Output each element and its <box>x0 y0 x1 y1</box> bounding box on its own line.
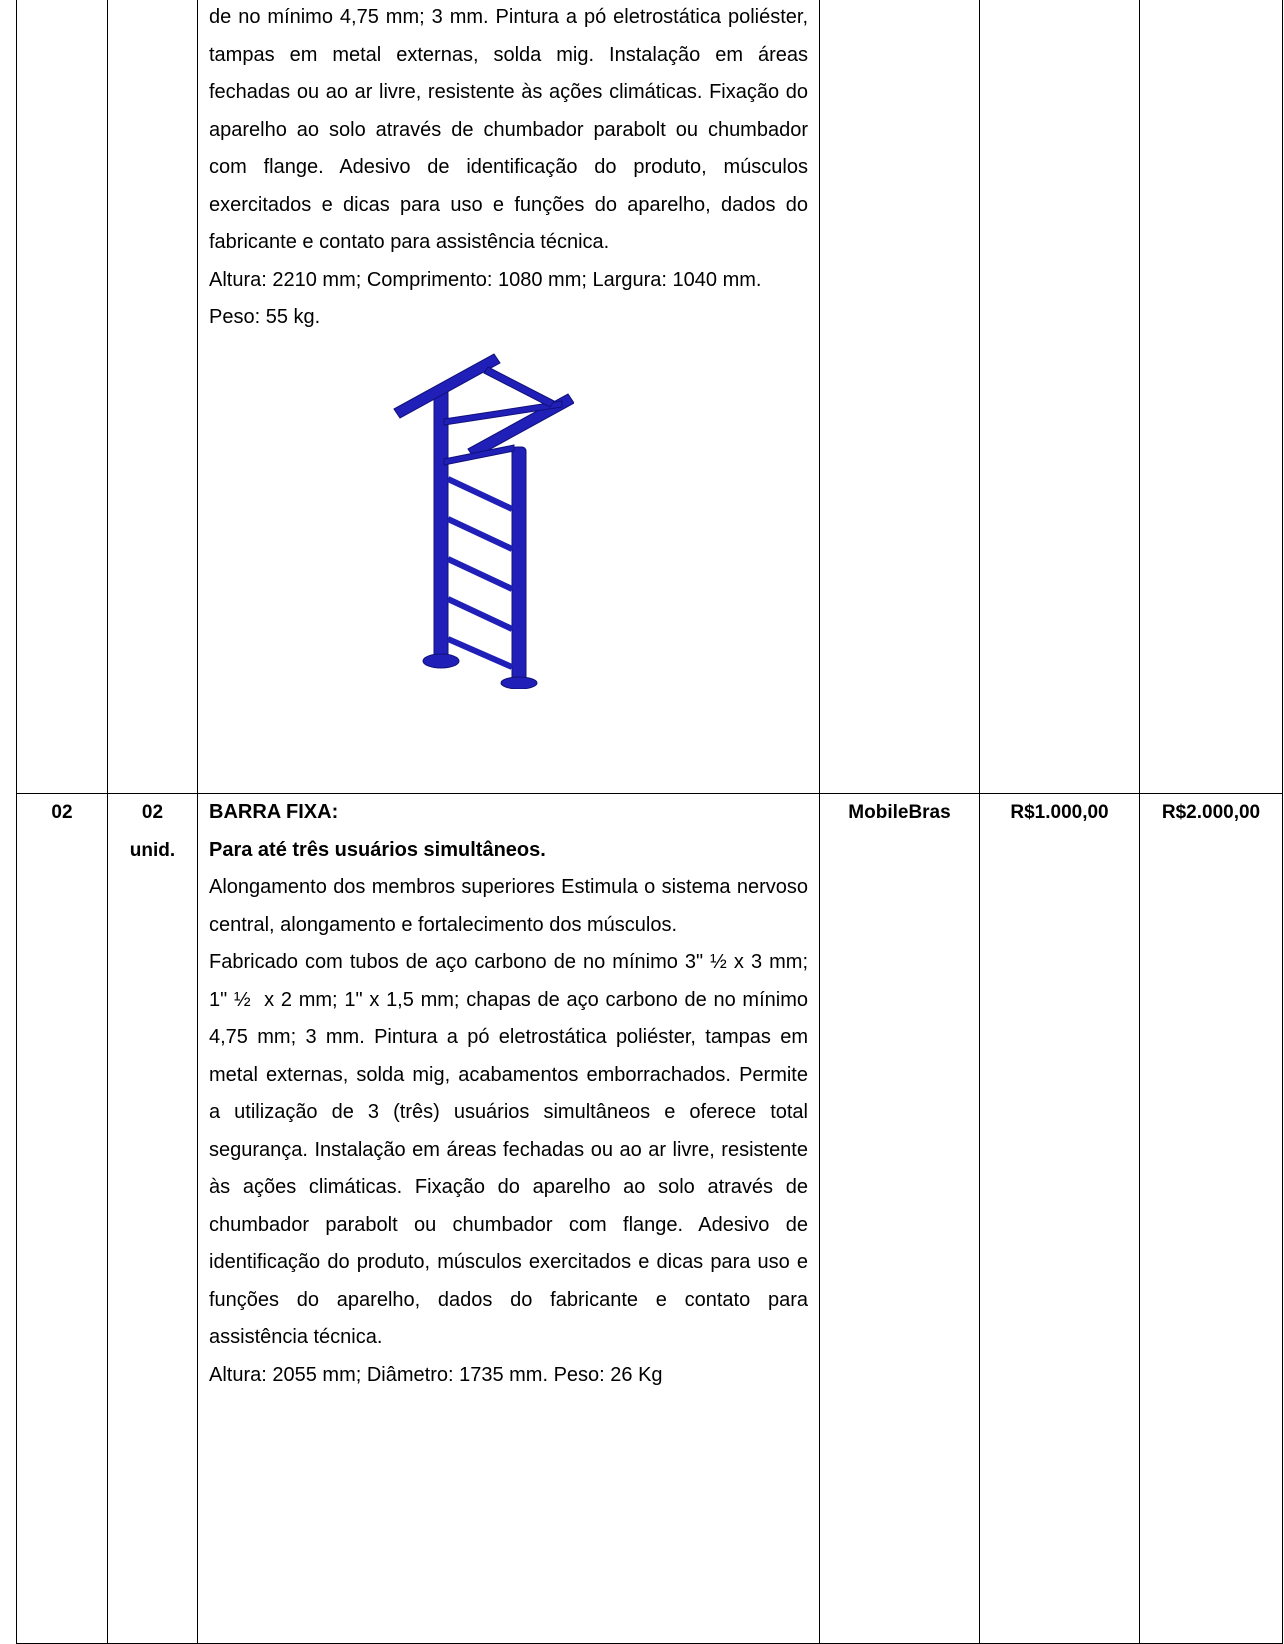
paragraph: Altura: 2055 mm; Diâmetro: 1735 mm. Peso… <box>209 1363 663 1386</box>
cell <box>107 0 198 794</box>
description-cell: BARRA FIXA: Para até três usuários simul… <box>197 793 820 1644</box>
product-table: de no mínimo 4,75 mm; 3 mm. Pintura a pó… <box>16 0 1283 1644</box>
total-price: R$2.000,00 <box>1139 793 1283 1644</box>
paragraph: Altura: 2210 mm; Comprimento: 1080 mm; L… <box>209 268 762 329</box>
table-row: 02 02 unid. BARRA FIXA: Para até três us… <box>16 793 1283 1644</box>
cell <box>16 0 108 794</box>
unit-price: R$1.000,00 <box>979 793 1140 1644</box>
table-row: de no mínimo 4,75 mm; 3 mm. Pintura a pó… <box>16 0 1283 794</box>
page: de no mínimo 4,75 mm; 3 mm. Pintura a pó… <box>16 0 1283 1644</box>
item-number: 02 <box>16 793 108 1644</box>
description-cell: de no mínimo 4,75 mm; 3 mm. Pintura a pó… <box>197 0 820 794</box>
paragraph: Fabricado com tubos de aço carbono de no… <box>209 951 814 1348</box>
product-subtitle: Para até três usuários simultâneos. <box>209 838 546 861</box>
product-image <box>393 352 574 689</box>
cell <box>979 0 1140 794</box>
cell <box>819 0 980 794</box>
paragraph: de no mínimo 4,75 mm; 3 mm. Pintura a pó… <box>209 6 808 253</box>
product-title: BARRA FIXA: <box>209 801 339 823</box>
quantity: 02 unid. <box>107 793 198 1644</box>
paragraph: Alongamento dos membros superiores Estim… <box>209 876 808 936</box>
brand: MobileBras <box>819 793 980 1644</box>
cell <box>1139 0 1283 794</box>
